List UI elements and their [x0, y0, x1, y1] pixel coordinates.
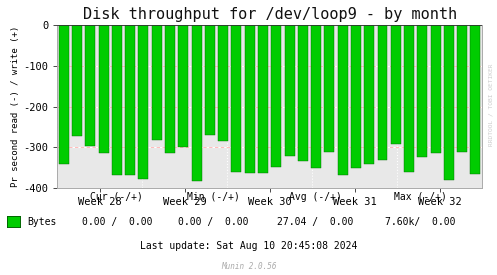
Text: Last update: Sat Aug 10 20:45:08 2024: Last update: Sat Aug 10 20:45:08 2024 — [140, 241, 357, 251]
Bar — [152, 25, 162, 140]
Bar — [178, 25, 188, 147]
Bar — [59, 25, 69, 164]
Bar — [404, 25, 414, 172]
Bar — [85, 25, 95, 146]
Bar — [325, 25, 334, 152]
Title: Disk throughput for /dev/loop9 - by month: Disk throughput for /dev/loop9 - by mont… — [83, 7, 457, 22]
Bar — [271, 25, 281, 167]
Text: Max (-/+): Max (-/+) — [394, 192, 446, 202]
Bar — [139, 25, 149, 179]
Text: 27.04 /  0.00: 27.04 / 0.00 — [277, 217, 354, 227]
Text: Bytes: Bytes — [27, 217, 57, 227]
Bar — [311, 25, 321, 168]
Bar — [72, 25, 82, 136]
Bar — [165, 25, 175, 153]
Bar — [285, 25, 295, 156]
Bar — [112, 25, 122, 175]
Bar — [125, 25, 135, 175]
Bar — [337, 25, 347, 175]
Bar — [430, 25, 441, 153]
Bar — [205, 25, 215, 135]
Bar — [192, 25, 202, 181]
Bar — [98, 25, 109, 153]
Text: 7.60k/  0.00: 7.60k/ 0.00 — [385, 217, 455, 227]
Bar — [471, 25, 481, 174]
Y-axis label: Pr second read (-) / write (+): Pr second read (-) / write (+) — [11, 26, 20, 187]
Text: RRDTOOL / TOBI OETIKER: RRDTOOL / TOBI OETIKER — [489, 63, 494, 146]
Text: Min (-/+): Min (-/+) — [187, 192, 240, 202]
Text: Munin 2.0.56: Munin 2.0.56 — [221, 262, 276, 271]
Bar — [232, 25, 242, 172]
Bar — [351, 25, 361, 168]
Bar — [391, 25, 401, 144]
Bar — [218, 25, 228, 141]
Text: Avg (-/+): Avg (-/+) — [289, 192, 342, 202]
Bar — [444, 25, 454, 180]
Bar — [378, 25, 388, 160]
Text: 0.00 /  0.00: 0.00 / 0.00 — [178, 217, 249, 227]
Bar — [258, 25, 268, 173]
Text: 0.00 /  0.00: 0.00 / 0.00 — [82, 217, 152, 227]
Bar — [417, 25, 427, 157]
Text: Cur (-/+): Cur (-/+) — [90, 192, 143, 202]
Bar — [364, 25, 374, 164]
Bar — [457, 25, 467, 152]
Bar — [245, 25, 254, 173]
Bar — [298, 25, 308, 161]
